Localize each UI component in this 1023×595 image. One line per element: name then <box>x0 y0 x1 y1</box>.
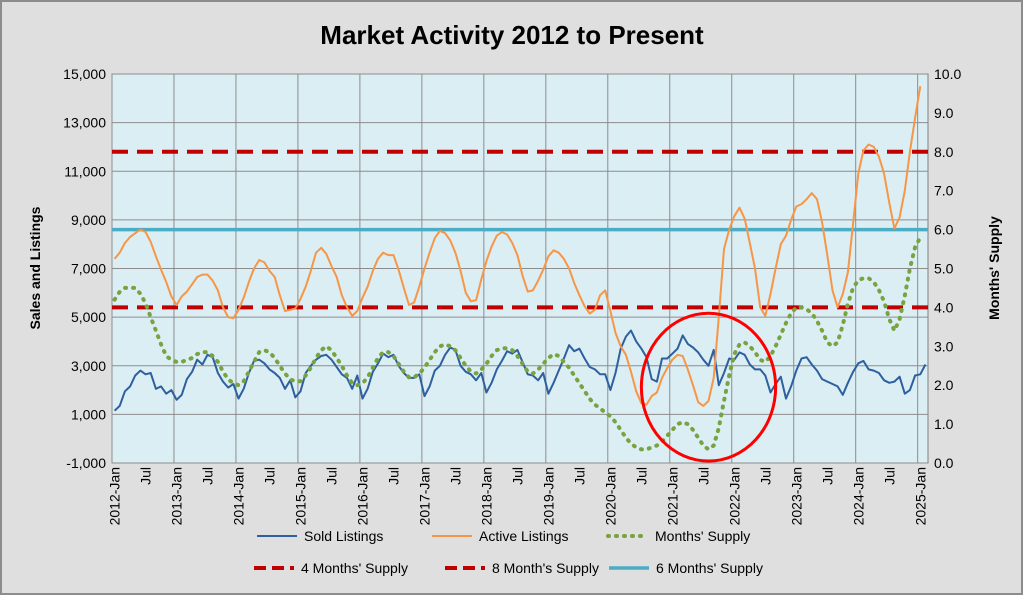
x-tick-label: Jul <box>757 467 773 485</box>
legend-label: Active Listings <box>479 528 568 544</box>
legend-label: Sold Listings <box>304 528 383 544</box>
legend-label: 8 Month's Supply <box>492 560 599 576</box>
x-tick-label: 2024-Jan <box>850 467 866 525</box>
y2-tick-label: 3.0 <box>934 338 954 354</box>
x-tick-label: Jul <box>200 467 216 485</box>
x-tick-label: Jul <box>509 467 525 485</box>
x-tick-label: 2019-Jan <box>540 467 556 525</box>
y2-tick-label: 8.0 <box>934 144 954 160</box>
x-tick-label: Jul <box>881 467 897 485</box>
x-tick-label: 2012-Jan <box>107 467 123 525</box>
x-tick-label: 2015-Jan <box>293 467 309 525</box>
legend-label: 6 Months' Supply <box>656 560 763 576</box>
y-tick-label: 11,000 <box>64 163 106 179</box>
x-tick-label: Jul <box>138 467 154 485</box>
annotation-layer <box>639 311 778 463</box>
y-tick-label: -1,000 <box>66 455 106 471</box>
y-tick-label: 13,000 <box>63 115 106 131</box>
left-axis-ticks: -1,000 1,000 3,000 5,000 7,000 9,000 11,000 13,… <box>63 66 106 471</box>
chart-title: Market Activity 2012 to Present <box>320 20 704 50</box>
legend-label: 4 Months' Supply <box>301 560 408 576</box>
x-tick-label: 2014-Jan <box>231 467 247 525</box>
y2-tick-label: 2.0 <box>934 377 954 393</box>
x-tick-label: 2016-Jan <box>355 467 371 525</box>
highlight-circle <box>639 311 778 463</box>
x-tick-label: Jul <box>695 467 711 485</box>
y2-tick-label: 1.0 <box>934 416 954 432</box>
y2-tick-label: 6.0 <box>934 222 954 238</box>
x-tick-label: 2021-Jan <box>664 467 680 525</box>
x-tick-label: 2017-Jan <box>417 467 433 525</box>
y-tick-label: 7,000 <box>71 261 106 277</box>
x-tick-label: Jul <box>324 467 340 485</box>
y-tick-label: 5,000 <box>71 309 106 325</box>
y-axis-label: Sales and Listings <box>27 206 43 329</box>
y-tick-label: 15,000 <box>63 66 106 82</box>
x-axis-ticks: 2012-Jan Jul 2013-Jan Jul 2014-Jan Jul 2015-Ja… <box>107 467 929 525</box>
series-line <box>112 235 923 452</box>
right-axis-ticks: 0.0 1.0 2.0 3.0 4.0 5.0 6.0 7.0 8.0 9.0 10.0 <box>934 66 961 471</box>
y2-tick-label: 10.0 <box>934 66 961 82</box>
series-line <box>113 329 927 412</box>
y2-axis-label: Months' Supply <box>986 216 1002 320</box>
legend: Sold Listings Active Listings Months' Supp… <box>254 528 763 576</box>
y2-tick-label: 9.0 <box>934 105 954 121</box>
y-tick-label: 9,000 <box>71 212 106 228</box>
x-tick-label: Jul <box>262 467 278 485</box>
y2-tick-label: 4.0 <box>934 299 954 315</box>
x-tick-label: 2018-Jan <box>478 467 494 525</box>
x-tick-label: Jul <box>447 467 463 485</box>
y2-tick-label: 5.0 <box>934 261 954 277</box>
x-tick-label: 2023-Jan <box>788 467 804 525</box>
x-tick-label: Jul <box>633 467 649 485</box>
legend-label: Months' Supply <box>655 528 750 544</box>
x-tick-label: Jul <box>386 467 402 485</box>
y2-tick-label: 7.0 <box>934 183 954 199</box>
y2-tick-label: 0.0 <box>934 455 954 471</box>
y-tick-label: 1,000 <box>71 406 106 422</box>
x-tick-label: Jul <box>571 467 587 485</box>
y-tick-label: 3,000 <box>71 358 106 374</box>
x-tick-label: Jul <box>819 467 835 485</box>
series-line <box>113 86 922 407</box>
x-tick-label: 2020-Jan <box>602 467 618 525</box>
x-tick-label: 2025-Jan <box>912 467 928 525</box>
data-series <box>112 86 927 452</box>
x-tick-label: 2022-Jan <box>726 467 742 525</box>
reference-lines <box>112 149 928 310</box>
x-tick-label: 2013-Jan <box>169 467 185 525</box>
